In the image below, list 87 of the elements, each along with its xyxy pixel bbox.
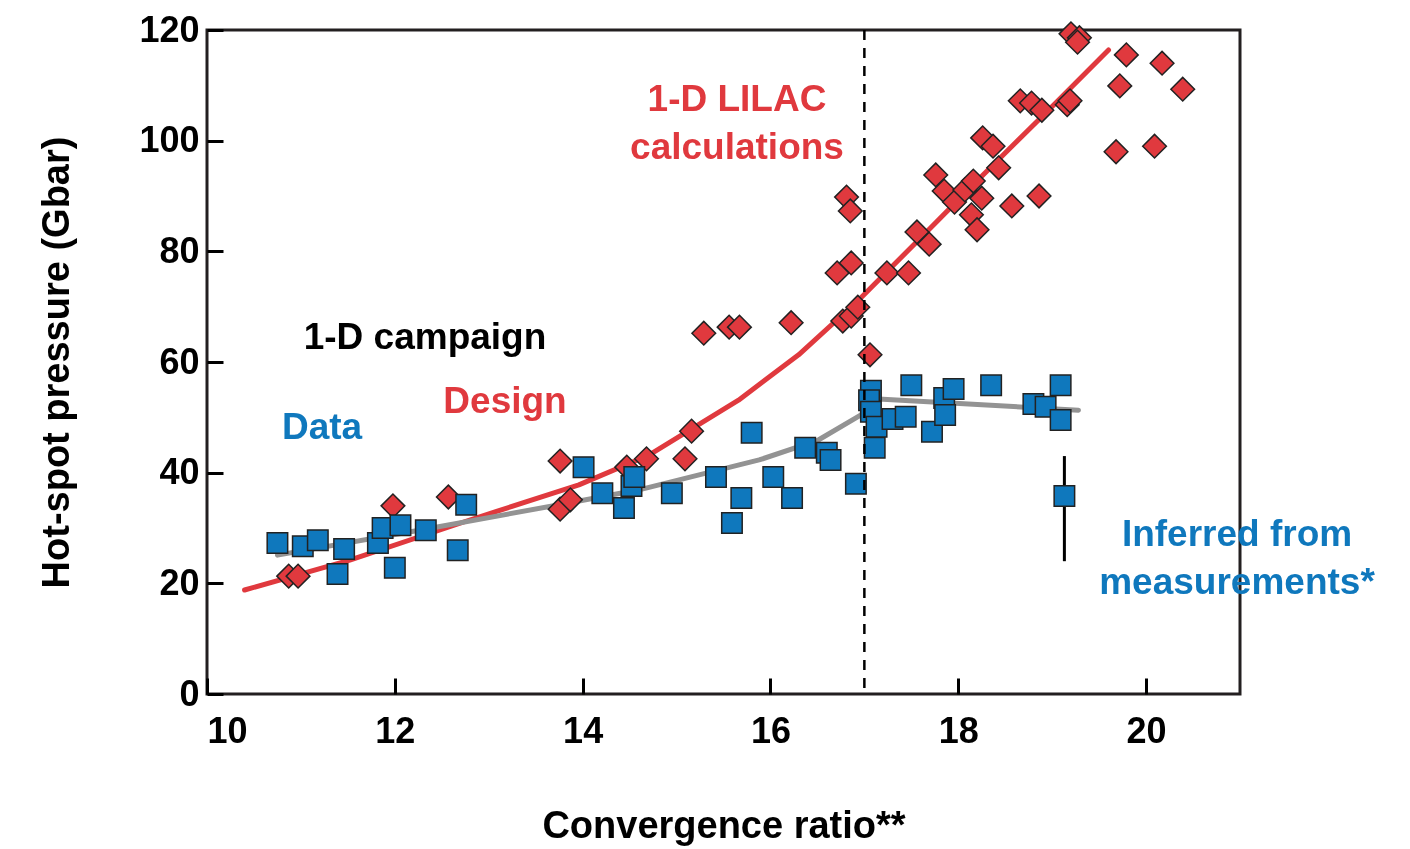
point: [934, 404, 957, 427]
point: [720, 512, 743, 535]
point: [857, 342, 883, 368]
point: [1053, 484, 1076, 507]
point: [633, 446, 660, 472]
point: [612, 497, 635, 520]
annotation: Design: [443, 380, 567, 421]
point: [333, 538, 356, 561]
x-tick-label: 18: [938, 709, 979, 751]
x-tick-label: 10: [207, 709, 248, 751]
point: [730, 487, 753, 510]
x-tick-label: 12: [375, 709, 416, 751]
point: [1049, 374, 1072, 397]
point: [964, 217, 990, 243]
point: [916, 231, 942, 257]
x-tick-label: 14: [563, 709, 604, 751]
point: [285, 563, 311, 589]
point: [999, 193, 1025, 219]
point: [895, 260, 922, 286]
point: [778, 310, 804, 336]
x-axis-title: Convergence ratio**: [542, 803, 906, 846]
point: [726, 314, 753, 340]
y-tick-label: 60: [159, 340, 200, 382]
point: [781, 487, 804, 510]
annotation: 1-D LILAC calculations: [630, 78, 844, 167]
y-tick-label: 80: [159, 229, 200, 271]
point: [704, 466, 727, 489]
point: [1107, 73, 1133, 99]
point: [969, 185, 995, 211]
point: [900, 374, 923, 397]
point: [389, 514, 412, 537]
point: [1103, 139, 1129, 165]
point: [1170, 76, 1196, 102]
y-tick-label: 100: [139, 119, 200, 161]
point: [960, 168, 986, 194]
point: [794, 436, 817, 459]
point: [678, 418, 705, 444]
point: [838, 250, 864, 276]
point: [414, 519, 437, 542]
point: [326, 562, 349, 585]
annotation: Data: [281, 406, 363, 447]
x-tick-label: 16: [750, 709, 791, 751]
point: [1113, 42, 1139, 68]
y-tick-label: 20: [159, 561, 200, 603]
point: [623, 466, 646, 489]
point: [306, 529, 329, 552]
point: [435, 484, 461, 510]
point: [740, 421, 763, 444]
y-tick-label: 0: [179, 672, 200, 714]
point: [923, 162, 949, 188]
point: [660, 482, 683, 505]
point: [1049, 409, 1072, 432]
point: [980, 133, 1006, 159]
point: [986, 155, 1012, 181]
y-tick-label: 120: [139, 8, 200, 50]
point: [572, 456, 595, 479]
point: [762, 466, 785, 489]
point: [547, 448, 573, 474]
point: [691, 320, 717, 346]
point: [1029, 97, 1055, 123]
point: [1149, 50, 1175, 76]
y-tick-label: 40: [159, 451, 200, 493]
point: [672, 446, 698, 472]
point: [1026, 183, 1052, 209]
point: [455, 493, 478, 516]
point: [383, 556, 406, 579]
point: [894, 405, 917, 428]
point: [904, 219, 930, 245]
point: [980, 374, 1003, 397]
point: [844, 472, 867, 495]
point: [845, 294, 871, 320]
point: [863, 436, 886, 459]
point: [819, 448, 842, 471]
point: [941, 189, 968, 215]
point: [874, 260, 900, 286]
point: [266, 531, 289, 554]
point: [824, 260, 850, 286]
point: [1141, 133, 1168, 159]
point: [446, 539, 469, 562]
point: [591, 482, 614, 505]
point: [942, 378, 965, 401]
point: [837, 198, 863, 224]
annotation: 1-D campaign: [303, 316, 547, 357]
point: [557, 487, 584, 513]
point: [920, 420, 943, 443]
y-axis-title: Hot-spot pressure (Gbar): [35, 136, 78, 589]
x-tick-label: 20: [1126, 709, 1167, 751]
